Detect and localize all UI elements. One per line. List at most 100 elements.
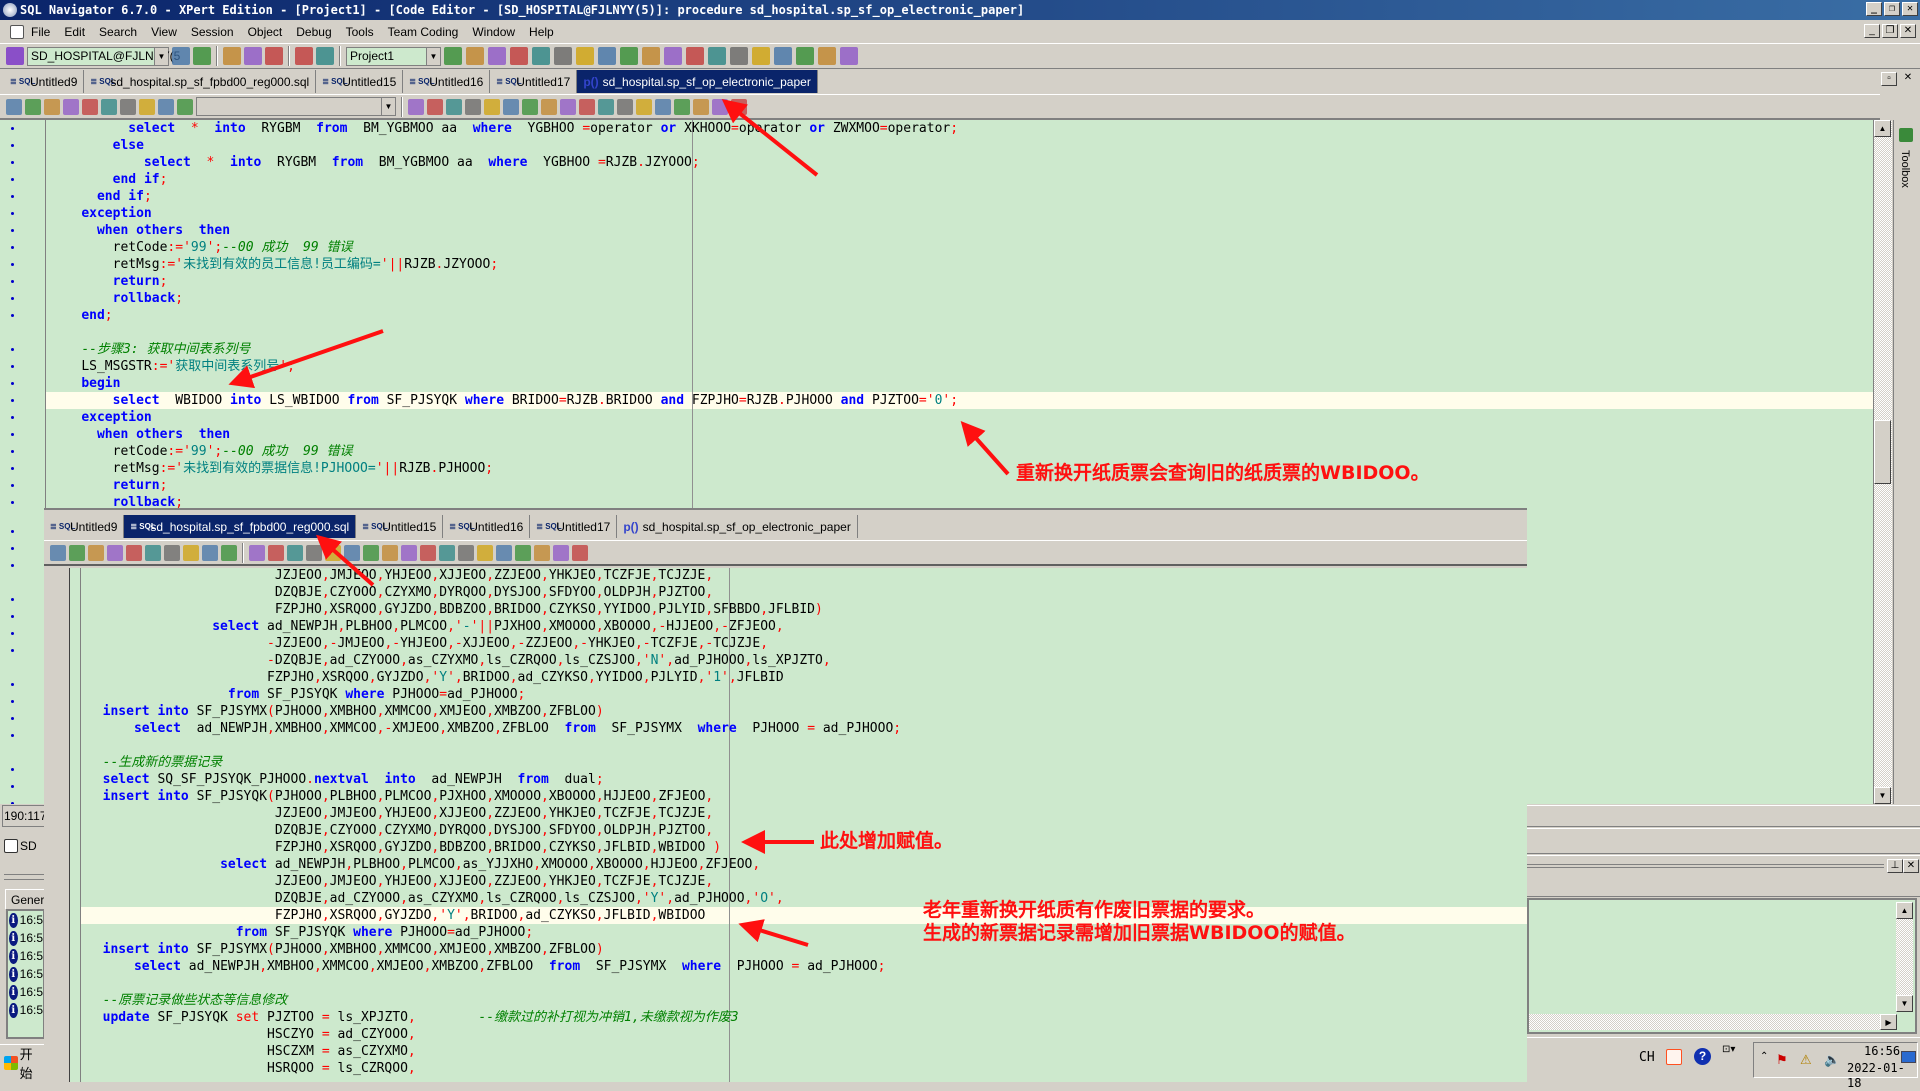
menu-window[interactable]: Window	[472, 24, 516, 39]
code-line[interactable]: when others then	[96, 223, 231, 238]
compile-icon[interactable]	[306, 544, 322, 561]
code-text[interactable]: JZJEOO,JMJEOO,YHJEOO,XJJEOO,ZZJEOO,YHKJE…	[87, 568, 901, 1077]
open-icon[interactable]	[107, 544, 123, 561]
project-select[interactable]: Project1 ▼	[346, 46, 441, 66]
describe-icon[interactable]	[446, 98, 462, 115]
log-item[interactable]: i 16:5	[9, 911, 43, 929]
tool-icon[interactable]	[730, 47, 748, 65]
export-icon[interactable]	[636, 98, 652, 115]
step-icon[interactable]	[693, 98, 709, 115]
chevron-down-icon[interactable]: ▼	[154, 47, 168, 65]
mdi-restore-button[interactable]: ❐	[1882, 24, 1898, 38]
code-line[interactable]: JZJEOO,JMJEOO,YHJEOO,XJJEOO,ZZJEOO,YHKJE…	[274, 806, 714, 821]
code-line[interactable]: retCode:='99';--00 成功 99 错误	[112, 444, 353, 459]
tab-general[interactable]: Genera	[5, 889, 45, 909]
code-line[interactable]: HSCZXM = as_CZYXMO,	[267, 1044, 416, 1059]
explain-icon[interactable]	[655, 98, 671, 115]
code-line[interactable]: JZJEOO,JMJEOO,YHJEOO,XJJEOO,ZZJEOO,YHKJE…	[274, 568, 714, 583]
code-line[interactable]: DZQBJE,CZYOOO,CZYXMO,DYRQOO,DYSJOO,SFDYO…	[274, 823, 714, 838]
counter-icon[interactable]	[686, 47, 704, 65]
code-line[interactable]: FZPJHO,XSRQOO,GYJZDO,'Y',BRIDOO,ad_CZYKS…	[267, 670, 784, 685]
scroll-up-button[interactable]: ▲	[1896, 902, 1913, 919]
mdi-close-button[interactable]: ✕	[1900, 24, 1916, 38]
menu-session[interactable]: Session	[190, 24, 234, 39]
chevron-up-icon[interactable]: ⌃	[1760, 1051, 1769, 1062]
run-icon[interactable]	[620, 47, 638, 65]
web-icon[interactable]	[193, 47, 211, 65]
forward-icon[interactable]	[69, 544, 85, 561]
schema-icon[interactable]	[554, 47, 572, 65]
pause-icon[interactable]	[244, 47, 262, 65]
project-manager-icon[interactable]	[444, 47, 462, 65]
code-line[interactable]: --步骤3: 获取中间表系列号	[81, 342, 251, 357]
output-panel[interactable]: ▲ ▼ ▶	[1527, 898, 1917, 1034]
code-editor-icon[interactable]	[488, 47, 506, 65]
sql-icon[interactable]	[427, 98, 443, 115]
tab-sd-hospital-sp-sf-op-electronic-paper[interactable]: p() sd_hospital.sp_sf_op_electronic_paper	[577, 70, 818, 93]
outline-icon[interactable]	[674, 98, 690, 115]
rollback-icon[interactable]	[316, 47, 334, 65]
commit-icon[interactable]	[295, 47, 313, 65]
code-line[interactable]: when others then	[96, 427, 231, 442]
code-line[interactable]: return;	[112, 274, 168, 289]
tab-untitled15[interactable]: ≣ SQL Untitled15	[316, 70, 404, 93]
menu-debug[interactable]: Debug	[296, 24, 332, 39]
folder-icon[interactable]	[82, 98, 98, 115]
code-line[interactable]: select * into RYGBM from BM_YGBMOO aa wh…	[128, 121, 959, 136]
code-line[interactable]: select SQ_SF_PJSYQK_PJHOOO.nextval into …	[102, 772, 604, 787]
connection-select[interactable]: SD_HOSPITAL@FJLNYY(5 ▼	[27, 46, 180, 66]
code-line[interactable]: DZQBJE,CZYOOO,CZYXMO,DYRQOO,DYSJOO,SFDYO…	[274, 585, 714, 600]
session-icon[interactable]	[172, 47, 190, 65]
code-line[interactable]: end;	[81, 308, 113, 323]
menu-object[interactable]: Object	[247, 24, 283, 39]
session-button[interactable]: SD	[4, 834, 45, 858]
code-line[interactable]: insert into SF_PJSYMX(PJHOOO,XMBHOO,XMMC…	[102, 942, 604, 957]
code-text[interactable]: select * into RYGBM from BM_YGBMOO aa wh…	[50, 120, 958, 511]
restore-button[interactable]: ❐	[1884, 2, 1900, 16]
new-file-icon[interactable]	[88, 544, 104, 561]
chevron-down-icon[interactable]: ▼	[381, 98, 395, 115]
paste-icon[interactable]	[598, 98, 614, 115]
clock-date[interactable]: 2022-01-18	[1847, 1061, 1905, 1090]
code-line[interactable]: DZQBJE,ad_CZYOOO,as_CZYXMO,ls_CZRQOO,ls_…	[274, 891, 784, 906]
code-line[interactable]: FZPJHO,XSRQOO,GYJZDO,BDBZOO,BRIDOO,CZYKS…	[274, 602, 823, 617]
code-line[interactable]: from SF_PJSYQK where PJHOOO=ad_PJHOOO;	[227, 687, 526, 702]
code-line[interactable]: JZJEOO,JMJEOO,YHJEOO,XJJEOO,ZZJEOO,YHKJE…	[274, 874, 714, 889]
describe-icon[interactable]	[287, 544, 303, 561]
cut-icon[interactable]	[617, 98, 633, 115]
start-button[interactable]: 开始	[0, 1044, 45, 1080]
code-line[interactable]: select ad_NEWPJH,PLBHOO,PLMCOO,as_YJJXHO…	[220, 857, 761, 872]
scroll-right-button[interactable]: ▶	[1880, 1014, 1897, 1030]
code-line[interactable]: rollback;	[112, 291, 184, 306]
log-item[interactable]: i 16:5	[9, 1001, 43, 1019]
folder-icon[interactable]	[126, 544, 142, 561]
run-icon[interactable]	[325, 544, 341, 561]
filter-icon[interactable]	[840, 47, 858, 65]
code-line[interactable]: select ad_NEWPJH,XMBHOO,XMMCOO,-XMJEOO,X…	[133, 721, 902, 736]
code-line[interactable]: LS_MSGSTR:='获取中间表系列号';	[81, 359, 295, 374]
code-line[interactable]: HSRQOO = ls_CZRQOO,	[267, 1061, 416, 1076]
tab-untitled17[interactable]: ≣ SQL Untitled17	[490, 70, 578, 93]
code-line[interactable]: select ad_NEWPJH,PLBHOO,PLMCOO,'-'||PJXH…	[212, 619, 784, 634]
code-line[interactable]: else	[112, 138, 144, 153]
open-icon[interactable]	[63, 98, 79, 115]
scroll-thumb[interactable]	[1874, 420, 1891, 484]
tab-untitled16[interactable]: ≣ SQL Untitled16	[403, 70, 491, 93]
code-line[interactable]: from SF_PJSYQK where PJHOOO=ad_PJHOOO;	[235, 925, 534, 940]
code-line[interactable]: exception	[81, 410, 152, 425]
list-icon[interactable]	[401, 544, 417, 561]
copy-icon[interactable]	[579, 98, 595, 115]
toolbox-panel[interactable]: Toolbox	[1893, 120, 1920, 804]
code-line[interactable]: select ad_NEWPJH,XMBHOO,XMMCOO,XMJEOO,XM…	[133, 959, 886, 974]
save-icon[interactable]	[145, 544, 161, 561]
code-line[interactable]: update SF_PJSYQK set PJZTOO = ls_XPJZTO,…	[102, 1010, 739, 1025]
scroll-down-button[interactable]: ▼	[1874, 787, 1891, 804]
code-line[interactable]: FZPJHO,XSRQOO,GYJZDO,BDBZOO,BRIDOO,CZYKS…	[274, 840, 722, 855]
code-line[interactable]: -JZJEOO,-JMJEOO,-YHJEOO,-XJJEOO,-ZZJEOO,…	[267, 636, 769, 651]
volume-icon[interactable]: 🔈	[1824, 1052, 1841, 1067]
output-vertical-scrollbar[interactable]: ▲ ▼	[1896, 902, 1913, 1012]
outline-icon[interactable]	[598, 47, 616, 65]
help-icon[interactable]	[712, 98, 728, 115]
format-icon[interactable]	[183, 544, 199, 561]
tab-sd-hospital-sp-sf-fpbd00-reg000-sql[interactable]: ≣ SQL sd_hospital.sp_sf_fpbd00_reg000.sql	[84, 70, 317, 93]
